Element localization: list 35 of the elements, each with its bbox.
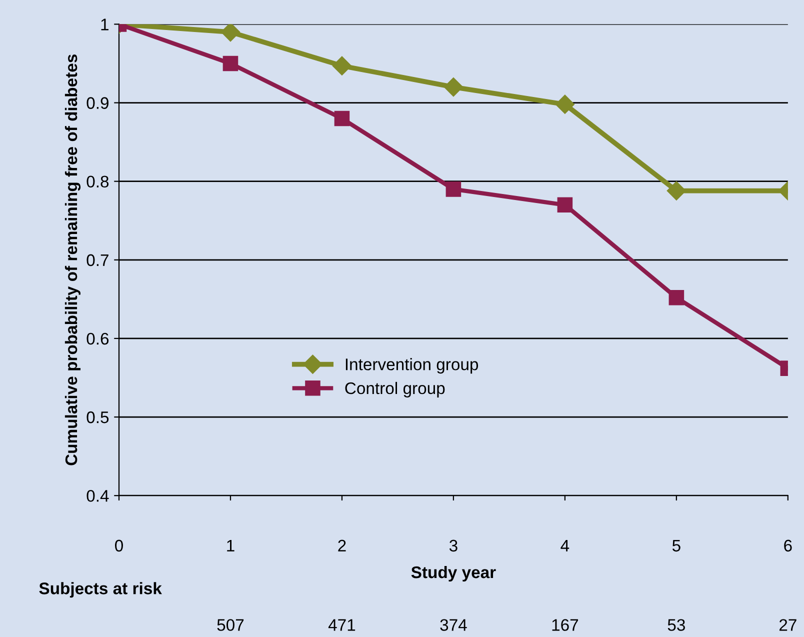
x-tick-label: 3 — [449, 540, 458, 552]
point — [334, 110, 350, 126]
x-tick-label: 6 — [784, 540, 792, 552]
y-tick-label: 0.9 — [86, 97, 108, 109]
y-tick-label: 0.8 — [86, 176, 109, 188]
text: 507 — [217, 619, 244, 631]
x-axis-title: Study year — [411, 566, 496, 582]
point — [555, 94, 574, 114]
text: 27 — [779, 619, 796, 631]
point — [444, 78, 463, 97]
legend-label: Intervention group — [346, 358, 478, 374]
x-tick-label: 0 — [115, 540, 123, 552]
point — [666, 181, 686, 200]
point — [446, 182, 462, 197]
y-tick-label: 0.5 — [86, 411, 109, 424]
point — [668, 290, 684, 306]
text: 471 — [328, 619, 356, 631]
x-tick-label: 5 — [672, 540, 680, 552]
legend-label: Control group — [345, 382, 445, 398]
x-tick-label: 1 — [227, 540, 234, 552]
point — [222, 56, 238, 72]
point — [220, 24, 240, 42]
text: 167 — [552, 619, 578, 631]
point — [557, 197, 573, 213]
y-tick-label: 0.4 — [86, 490, 109, 502]
point — [332, 56, 352, 76]
x-tick-label: 2 — [338, 540, 346, 552]
y-tick-label: 0.7 — [86, 254, 108, 266]
y-tick-label: 1 — [101, 18, 108, 30]
x-tick-label: 4 — [560, 540, 570, 552]
text: 374 — [440, 619, 467, 631]
text: Subjects at risk — [39, 582, 162, 598]
text: 53 — [668, 619, 685, 631]
y-tick-label: 0.6 — [86, 332, 109, 345]
y-axis-title: Cumulative probability of remaining free of diabetes — [64, 54, 81, 466]
